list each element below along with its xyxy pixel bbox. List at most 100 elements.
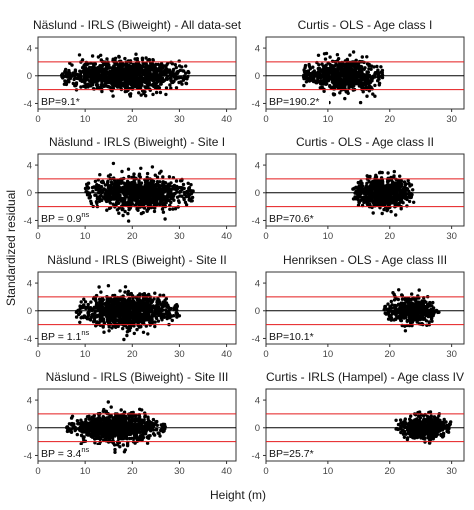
x-tick-label: 0 xyxy=(35,349,40,360)
data-point xyxy=(64,68,67,71)
data-point xyxy=(67,80,70,83)
x-tick-label: 20 xyxy=(127,114,138,125)
bp-value: BP = 0.9 xyxy=(41,213,82,225)
data-point xyxy=(153,320,156,323)
data-point xyxy=(108,317,111,320)
data-point xyxy=(187,71,190,74)
data-point xyxy=(365,55,368,58)
data-point xyxy=(99,290,102,293)
data-point xyxy=(100,316,103,319)
data-point xyxy=(431,301,434,304)
data-point xyxy=(403,180,406,183)
data-point xyxy=(155,91,158,94)
data-point xyxy=(75,310,78,313)
data-point xyxy=(167,314,170,317)
data-point xyxy=(367,180,370,183)
data-point xyxy=(162,64,165,67)
data-point xyxy=(162,211,165,214)
data-point xyxy=(394,188,397,191)
data-point xyxy=(126,330,129,333)
data-point xyxy=(389,195,392,198)
data-point xyxy=(123,68,126,71)
data-point xyxy=(338,71,341,74)
data-point xyxy=(171,62,174,65)
data-point xyxy=(325,63,328,66)
data-point xyxy=(367,64,370,67)
data-point xyxy=(389,305,392,308)
y-tick-label: 0 xyxy=(27,188,32,199)
data-point xyxy=(129,326,132,329)
data-point xyxy=(79,79,82,82)
data-point xyxy=(373,95,376,98)
data-point xyxy=(164,301,167,304)
data-point xyxy=(384,312,387,315)
data-point xyxy=(423,313,426,316)
data-point xyxy=(129,61,132,64)
data-point xyxy=(317,72,320,75)
data-point xyxy=(174,63,177,66)
data-point xyxy=(350,64,353,67)
data-point xyxy=(400,207,403,210)
data-point xyxy=(150,68,153,71)
data-point xyxy=(84,187,87,190)
data-point xyxy=(389,314,392,317)
data-point xyxy=(118,55,121,58)
data-point xyxy=(94,299,97,302)
data-point xyxy=(372,211,375,214)
data-point xyxy=(168,208,171,211)
data-point xyxy=(358,201,361,204)
data-point xyxy=(329,65,332,68)
data-point xyxy=(168,184,171,187)
data-point xyxy=(119,314,122,317)
data-point xyxy=(138,292,141,295)
data-point xyxy=(178,201,181,204)
data-point xyxy=(367,71,370,74)
data-point xyxy=(119,81,122,84)
data-point xyxy=(124,285,127,288)
data-point xyxy=(369,86,372,89)
data-point xyxy=(74,84,77,87)
data-point xyxy=(138,173,141,176)
data-point xyxy=(124,195,127,198)
data-point xyxy=(331,86,334,89)
data-point xyxy=(127,318,130,321)
data-point xyxy=(164,71,167,74)
data-point xyxy=(189,183,192,186)
data-point xyxy=(78,321,81,324)
x-tick-label: 30 xyxy=(446,231,457,242)
data-point xyxy=(98,200,101,203)
data-point xyxy=(145,70,148,73)
data-point xyxy=(89,318,92,321)
data-point xyxy=(142,305,145,308)
data-point xyxy=(345,90,348,93)
data-point xyxy=(331,77,334,80)
data-point xyxy=(142,185,145,188)
data-point xyxy=(317,54,320,57)
x-tick-label: 0 xyxy=(35,231,40,242)
data-point xyxy=(105,57,108,60)
data-point xyxy=(111,94,114,97)
data-point xyxy=(331,80,334,83)
data-point xyxy=(123,210,126,213)
bp-value: BP = 1.1 xyxy=(41,331,82,343)
data-point xyxy=(175,77,178,80)
data-point xyxy=(132,316,135,319)
data-point xyxy=(123,85,126,88)
data-point xyxy=(356,195,359,198)
data-point xyxy=(347,78,350,81)
data-point xyxy=(391,291,394,294)
data-point xyxy=(359,101,362,104)
data-point xyxy=(407,182,410,185)
data-point xyxy=(101,312,104,315)
data-point xyxy=(145,314,148,317)
y-tick-label: 4 xyxy=(27,43,32,54)
data-point xyxy=(131,299,134,302)
y-tick-label: 4 xyxy=(255,43,260,54)
data-point xyxy=(349,81,352,84)
data-point xyxy=(360,185,363,188)
data-point xyxy=(170,80,173,83)
data-point xyxy=(79,307,82,310)
data-point xyxy=(187,196,190,199)
bp-annotation: BP=70.6* xyxy=(269,213,314,225)
